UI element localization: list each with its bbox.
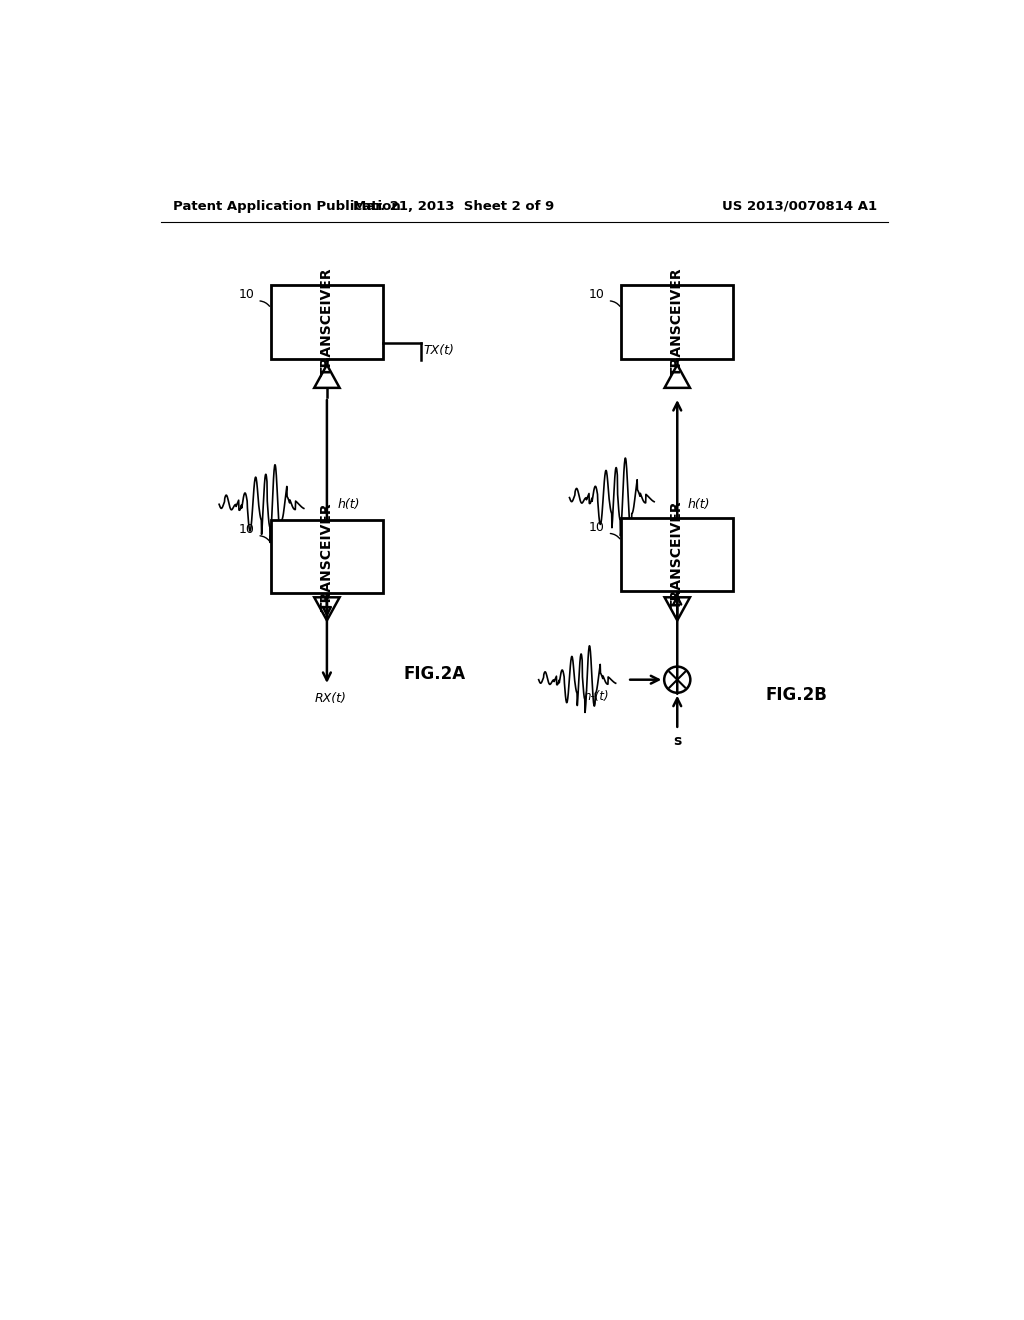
Text: Mar. 21, 2013  Sheet 2 of 9: Mar. 21, 2013 Sheet 2 of 9 [353, 199, 555, 213]
Bar [271, 285, 383, 359]
Text: US 2013/0070814 A1: US 2013/0070814 A1 [722, 199, 878, 213]
Text: 10: 10 [239, 288, 254, 301]
Bar [271, 520, 383, 594]
Text: TRANSCEIVER: TRANSCEIVER [671, 268, 684, 376]
Text: Patent Application Publication: Patent Application Publication [173, 199, 400, 213]
Text: TRANSCEIVER: TRANSCEIVER [671, 500, 684, 609]
Text: FIG.2A: FIG.2A [403, 665, 466, 684]
Text: 10: 10 [589, 520, 605, 533]
Text: h(t): h(t) [338, 498, 360, 511]
Text: 10: 10 [589, 288, 605, 301]
Bar [622, 517, 733, 591]
Bar [622, 285, 733, 359]
Text: TX(t): TX(t) [424, 345, 455, 358]
Text: s: s [673, 734, 681, 747]
Text: FIG.2B: FIG.2B [766, 686, 827, 704]
Text: h-(t): h-(t) [584, 690, 609, 704]
Text: TRANSCEIVER: TRANSCEIVER [319, 268, 334, 376]
Text: TRANSCEIVER: TRANSCEIVER [319, 503, 334, 611]
Text: 10: 10 [239, 523, 254, 536]
Text: RX(t): RX(t) [314, 692, 347, 705]
Text: h(t): h(t) [688, 498, 711, 511]
